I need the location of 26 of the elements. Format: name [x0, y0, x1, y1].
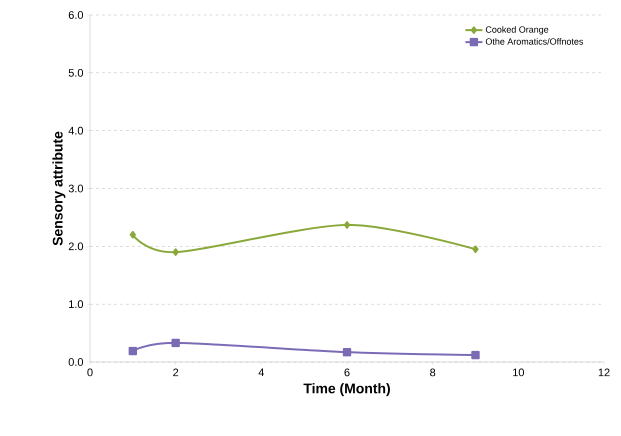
- y-tick-label: 5.0: [68, 68, 84, 77]
- y-axis-title: Sensory attribute: [52, 132, 66, 246]
- x-tick-label: 12: [598, 368, 610, 376]
- y-tick-label: 3.0: [68, 184, 84, 192]
- y-tick-label: 4.0: [68, 126, 84, 135]
- x-tick-label: 4: [258, 368, 264, 376]
- x-tick-label: 10: [513, 368, 524, 376]
- x-tick-label: 0: [87, 368, 93, 376]
- x-tick-label: 6: [344, 368, 350, 376]
- x-tick-label: 2: [173, 368, 178, 376]
- point: [130, 230, 136, 239]
- point: [171, 338, 180, 348]
- y-tick-label: 6.0: [68, 11, 84, 19]
- point: [342, 348, 352, 356]
- legend-label: Cooked Orange: [486, 26, 548, 34]
- x-axis-title: Time (Month): [304, 383, 390, 396]
- y-tick-label: 1.0: [69, 300, 84, 308]
- legend-label: Othe Aromatics/Offnotes: [486, 38, 584, 45]
- point: [472, 245, 479, 254]
- y-tick-label: 0.0: [68, 358, 84, 366]
- point: [172, 248, 179, 256]
- y-tick-label: 2.0: [68, 242, 84, 250]
- point: [471, 350, 480, 360]
- x-tick-label: 8: [430, 368, 436, 376]
- point: [344, 221, 350, 229]
- point: [128, 346, 138, 356]
